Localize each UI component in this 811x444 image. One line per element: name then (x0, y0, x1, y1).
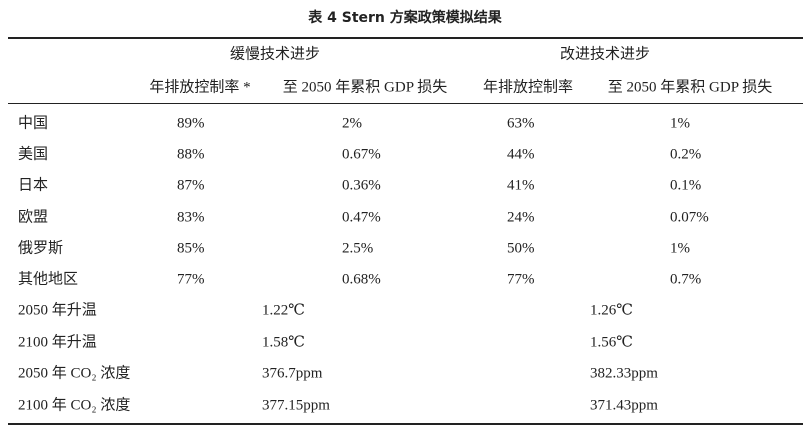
cell: 0.47% (342, 209, 381, 226)
column-header: 年排放控制率 * (149, 79, 251, 96)
cell: 376.7ppm (262, 365, 323, 382)
cell: 1.22℃ (262, 302, 306, 319)
group-header: 改进技术进步 (559, 46, 651, 63)
cell: 0.67% (342, 146, 381, 163)
cell: 2% (342, 115, 362, 132)
row-label: 俄罗斯 (18, 240, 64, 257)
cell: 0.2% (670, 146, 702, 163)
cell: 83% (177, 209, 205, 226)
row-label: 2100 年 CO₂ 浓度 (18, 397, 131, 414)
cell: 0.7% (670, 271, 702, 288)
column-header: 年排放控制率 (482, 79, 574, 96)
cell: 41% (507, 177, 535, 194)
cell: 63% (507, 115, 535, 132)
cell: 0.68% (342, 271, 381, 288)
cell: 1.58℃ (262, 334, 306, 351)
cell: 1% (670, 240, 690, 257)
cell: 77% (177, 271, 205, 288)
row-label: 2100 年升温 (18, 334, 97, 351)
cell: 88% (177, 146, 205, 163)
row-label: 欧盟 (18, 209, 49, 226)
cell: 382.33ppm (590, 365, 658, 382)
cell: 0.07% (670, 209, 709, 226)
row-label: 日本 (18, 177, 49, 194)
table-title: 表 4 Stern 方案政策模拟结果 (308, 10, 502, 26)
cell: 377.15ppm (262, 397, 330, 414)
cell: 77% (507, 271, 535, 288)
column-header: 至 2050 年累积 GDP 损失 (282, 79, 448, 96)
header-rule (8, 103, 803, 104)
cell: 85% (177, 240, 205, 257)
cell: 0.36% (342, 177, 381, 194)
row-label: 2050 年 CO₂ 浓度 (18, 365, 131, 382)
cell: 44% (507, 146, 535, 163)
cell: 1.26℃ (590, 302, 634, 319)
row-label: 美国 (18, 146, 49, 163)
cell: 1% (670, 115, 690, 132)
group-header: 缓慢技术进步 (229, 46, 321, 63)
cell: 89% (177, 115, 205, 132)
cell: 87% (177, 177, 205, 194)
cell: 1.56℃ (590, 334, 634, 351)
cell: 50% (507, 240, 535, 257)
row-label: 中国 (18, 115, 49, 132)
cell: 0.1% (670, 177, 702, 194)
top-rule (8, 37, 803, 39)
row-label: 其他地区 (18, 271, 79, 288)
row-label: 2050 年升温 (18, 302, 97, 319)
column-header: 至 2050 年累积 GDP 损失 (607, 79, 773, 96)
cell: 24% (507, 209, 535, 226)
bottom-rule (8, 423, 803, 425)
cell: 2.5% (342, 240, 374, 257)
cell: 371.43ppm (590, 397, 658, 414)
